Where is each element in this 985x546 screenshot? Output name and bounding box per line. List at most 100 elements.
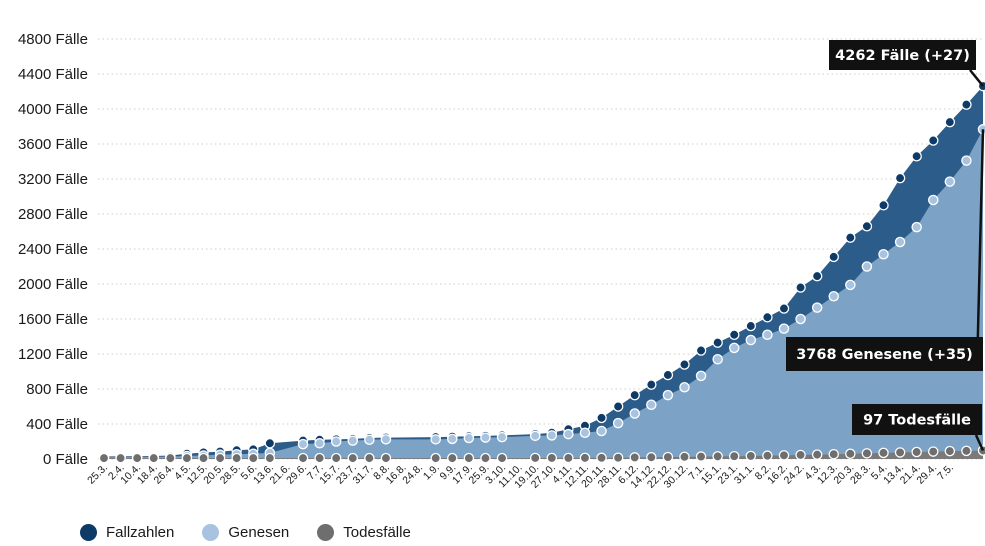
data-point <box>911 221 922 233</box>
callout-box <box>852 404 982 435</box>
legend-label-todesfaelle: Todesfälle <box>343 524 411 541</box>
data-point <box>214 452 226 464</box>
data-point <box>811 270 823 282</box>
series-todesfälle <box>98 445 985 464</box>
legend-label-genesen: Genesen <box>228 524 290 541</box>
data-point <box>330 436 342 447</box>
data-point <box>679 359 690 370</box>
data-point <box>927 446 939 457</box>
data-point <box>878 447 889 459</box>
data-point <box>646 451 657 463</box>
data-point <box>695 345 707 356</box>
data-point <box>745 450 757 462</box>
data-point <box>115 452 126 464</box>
data-point <box>944 445 956 457</box>
callout-leader <box>974 434 985 452</box>
data-point <box>662 369 674 381</box>
data-point <box>629 452 640 463</box>
data-point <box>563 452 574 464</box>
data-point <box>231 452 242 464</box>
data-point <box>347 452 359 464</box>
data-point <box>447 433 458 445</box>
legend-item-todesfaelle[interactable]: Todesfälle <box>317 524 411 541</box>
callout-todesfaelle-label: 97 Todesfälle <box>863 413 971 429</box>
legend-dot-genesen <box>202 524 220 541</box>
data-point <box>961 155 972 166</box>
data-point <box>364 452 375 464</box>
data-point <box>679 381 690 393</box>
data-point <box>944 176 956 187</box>
data-point <box>662 389 674 401</box>
data-point <box>845 232 856 243</box>
data-point <box>778 450 790 461</box>
legend-dot-todesfaelle <box>317 524 335 541</box>
data-point <box>646 379 657 390</box>
data-point <box>762 450 773 461</box>
data-point <box>861 261 873 272</box>
data-point <box>778 323 790 334</box>
data-point <box>712 337 723 348</box>
series-points <box>98 80 985 464</box>
data-point <box>546 430 558 441</box>
data-point <box>364 434 375 445</box>
area-genesen <box>104 129 983 460</box>
callout-genesen-label: 3768 Genesene (+35) <box>796 347 973 363</box>
data-point <box>927 135 939 146</box>
data-point <box>380 452 392 464</box>
data-point <box>845 279 856 291</box>
data-point <box>911 150 922 162</box>
x-axis: 25.3.2.4.10.4.18.4.26.4.4.5.12.5.20.5.28… <box>85 462 956 491</box>
data-point <box>546 452 558 464</box>
data-point <box>795 449 806 461</box>
data-point <box>612 401 624 412</box>
y-tick-label: 400 Fälle <box>26 416 88 433</box>
y-tick-label: 2000 Fälle <box>18 276 88 293</box>
data-point <box>662 451 674 463</box>
data-point <box>248 452 259 464</box>
y-tick-label: 4400 Fälle <box>18 66 88 83</box>
y-tick-label: 4000 Fälle <box>18 101 88 118</box>
data-point <box>828 448 839 460</box>
data-point <box>629 408 640 419</box>
data-point <box>596 452 607 464</box>
callouts: 4262 Fälle (+27) 3768 Genesene (+35) 97 To… <box>786 40 985 452</box>
x-tick-label: 7.5. <box>935 462 956 483</box>
data-point <box>264 437 276 449</box>
callout-box <box>829 40 976 70</box>
data-point <box>961 445 972 457</box>
y-tick-label: 3600 Fälle <box>18 136 88 153</box>
data-point <box>463 452 475 464</box>
data-point <box>861 220 873 232</box>
data-point <box>728 329 740 340</box>
data-point <box>811 302 823 313</box>
data-point <box>712 353 723 365</box>
data-point <box>181 452 193 464</box>
data-point <box>430 434 441 445</box>
data-point <box>148 452 160 464</box>
data-point <box>579 452 591 464</box>
data-point <box>480 452 491 464</box>
data-point <box>198 452 209 464</box>
legend-label-fallzahlen: Fallzahlen <box>106 524 175 541</box>
case-chart: 0 Fälle 400 Fälle 800 Fälle 1200 Fälle 1600 … <box>18 31 985 491</box>
data-point <box>894 236 906 248</box>
y-tick-label: 800 Fälle <box>26 381 88 398</box>
data-point <box>447 452 458 464</box>
data-point <box>131 452 143 464</box>
data-point <box>480 432 491 443</box>
data-point <box>944 116 956 128</box>
data-point <box>795 282 806 293</box>
data-point <box>646 399 657 410</box>
data-point <box>314 452 325 464</box>
data-point <box>861 448 873 459</box>
data-point <box>695 370 707 382</box>
series-areas <box>104 86 983 460</box>
data-point <box>430 452 441 464</box>
legend-item-genesen[interactable]: Genesen <box>202 524 289 541</box>
data-point <box>380 434 392 445</box>
y-tick-label: 1200 Fälle <box>18 346 88 363</box>
legend-item-fallzahlen[interactable]: Fallzahlen <box>80 524 174 541</box>
y-tick-label: 2800 Fälle <box>18 206 88 223</box>
data-point <box>496 452 508 464</box>
y-tick-label: 2400 Fälle <box>18 241 88 258</box>
